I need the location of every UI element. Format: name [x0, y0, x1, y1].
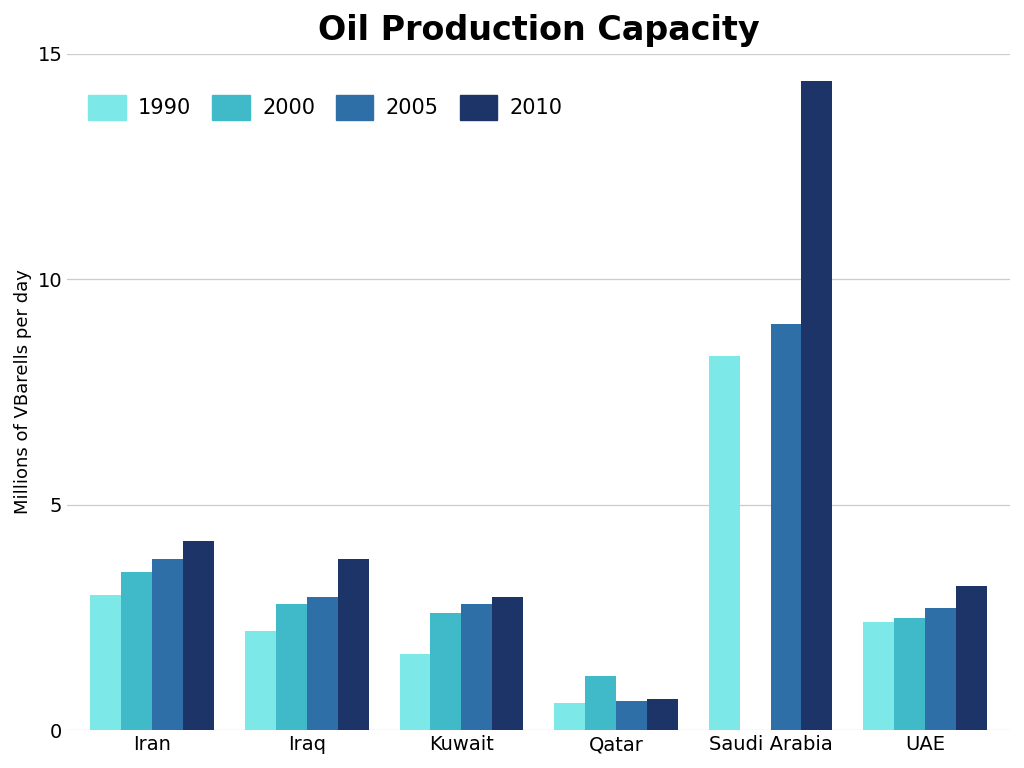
Bar	[493, 598, 523, 730]
Title: Oil Production Capacity: Oil Production Capacity	[317, 14, 760, 47]
Bar	[338, 559, 369, 730]
Bar	[709, 356, 739, 730]
Y-axis label: Millions of VBarells per day: Millions of VBarells per day	[14, 270, 32, 515]
Bar	[245, 631, 275, 730]
Bar	[554, 703, 585, 730]
Bar	[647, 699, 678, 730]
Legend: 1990, 2000, 2005, 2010: 1990, 2000, 2005, 2010	[78, 84, 573, 131]
Bar	[863, 622, 894, 730]
Bar	[585, 676, 615, 730]
Bar	[462, 604, 493, 730]
Bar	[894, 617, 925, 730]
Bar	[802, 81, 833, 730]
Bar	[153, 559, 183, 730]
Bar	[925, 608, 956, 730]
Bar	[399, 654, 430, 730]
Bar	[307, 598, 338, 730]
Bar	[956, 586, 987, 730]
Bar	[90, 595, 121, 730]
Bar	[121, 572, 153, 730]
Bar	[183, 541, 214, 730]
Bar	[770, 324, 802, 730]
Bar	[615, 701, 647, 730]
Bar	[430, 613, 462, 730]
Bar	[275, 604, 307, 730]
